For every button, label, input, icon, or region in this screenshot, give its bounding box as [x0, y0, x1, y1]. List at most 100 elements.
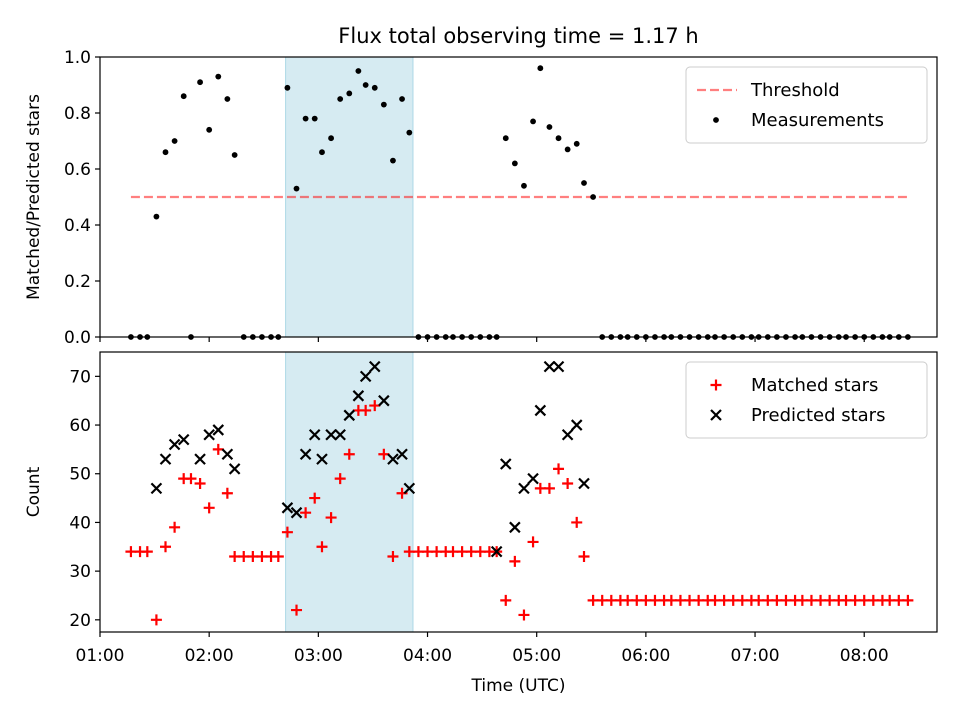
predicted-star-point — [378, 394, 390, 407]
matched-star-point — [212, 443, 224, 455]
series-predicted-stars — [150, 360, 590, 558]
measurement-point — [511, 160, 518, 167]
measurement-point — [406, 129, 413, 136]
x-tick-label: 07:00 — [731, 646, 780, 666]
legend-label: Threshold — [750, 80, 840, 101]
predicted-star-point — [490, 545, 503, 558]
x-tick-label: 04:00 — [403, 646, 452, 666]
series-matched-stars — [125, 400, 914, 626]
predicted-star-point — [534, 404, 547, 417]
matched-star-point — [160, 541, 172, 553]
matched-star-point — [509, 555, 521, 567]
x-tick-label: 05:00 — [512, 646, 561, 666]
predicted-star-point — [343, 409, 356, 422]
measurement-point — [530, 118, 536, 125]
y-tick-label: 0.6 — [64, 160, 91, 180]
legend: Threshold Measurements — [685, 66, 928, 144]
legend: Matched stars Predicted stars — [685, 361, 928, 439]
predicted-star-point — [368, 360, 381, 373]
matched-star-point — [300, 507, 312, 519]
predicted-star-point — [150, 482, 163, 495]
legend-box — [685, 66, 928, 144]
predicted-star-point — [221, 448, 234, 461]
measurement-point — [390, 157, 396, 164]
predicted-star-point — [228, 463, 241, 475]
legend-matched-swatch — [710, 379, 722, 391]
predicted-star-point — [334, 429, 346, 441]
measurement-point — [171, 138, 178, 144]
measurement-point — [355, 68, 362, 74]
predicted-star-point — [561, 429, 574, 441]
measurement-point — [231, 152, 238, 158]
predicted-star-point — [308, 429, 321, 441]
measurement-point — [555, 135, 562, 142]
y-tick-label: 50 — [69, 465, 91, 485]
y-tick-label: 30 — [69, 562, 91, 582]
matched-star-point — [378, 448, 390, 460]
matched-star-point — [316, 541, 328, 553]
x-tick-label: 01:00 — [76, 646, 125, 666]
measurement-point — [284, 84, 291, 91]
y-tick-label: 20 — [69, 611, 91, 631]
measurement-point — [197, 79, 203, 86]
matched-star-point — [150, 614, 162, 626]
matched-star-point — [562, 477, 574, 489]
measurement-point — [328, 135, 334, 142]
matched-star-point — [185, 473, 197, 485]
axes-frame — [99, 351, 938, 633]
matched-star-point — [203, 502, 215, 514]
y-tick-label: 0.4 — [64, 216, 91, 236]
measurement-point — [346, 90, 353, 97]
matched-star-point — [309, 492, 321, 504]
matched-star-point — [571, 516, 583, 528]
measurement-point — [180, 93, 187, 100]
predicted-star-point — [352, 390, 365, 402]
matched-star-point — [141, 546, 153, 558]
predicted-star-point — [387, 453, 399, 465]
predicted-star-point — [403, 482, 416, 495]
x-tick-label: 06:00 — [621, 646, 670, 666]
matched-star-point — [553, 463, 565, 475]
predicted-star-point — [552, 360, 565, 373]
measurement-point — [581, 180, 587, 186]
matched-star-point — [527, 536, 539, 548]
axes-frame — [99, 56, 938, 338]
x-tick-label: 03:00 — [294, 646, 343, 666]
matched-star-point — [500, 594, 512, 606]
y-tick-label: 1.0 — [64, 48, 91, 68]
y-tick-label: 0.0 — [64, 328, 91, 348]
panel-ratio: 0.0 0.2 0.4 0.6 0.8 1.0 Matched/Predicted star… — [24, 24, 938, 348]
measurement-point — [311, 115, 318, 122]
matched-star-point — [360, 404, 372, 416]
legend-predicted-swatch — [710, 409, 722, 421]
matched-star-point — [272, 551, 284, 563]
measurement-point — [546, 124, 553, 130]
predicted-star-point — [543, 360, 556, 373]
measurement-point — [302, 115, 309, 122]
predicted-star-point — [177, 433, 190, 446]
y-tick-label: 70 — [69, 367, 91, 387]
x-axis-label: Time (UTC) — [471, 676, 566, 696]
matched-star-point — [194, 477, 206, 489]
matched-star-point — [902, 594, 914, 606]
measurement-point — [153, 213, 160, 220]
predicted-star-point — [578, 477, 590, 490]
y-tick-label: 40 — [69, 513, 91, 533]
predicted-star-point — [212, 424, 225, 436]
y-tick-label: 60 — [69, 416, 91, 436]
measurement-point — [371, 84, 378, 91]
measurement-point — [564, 146, 571, 153]
predicted-star-point — [359, 370, 372, 383]
matched-star-point — [343, 448, 355, 460]
predicted-star-point — [316, 453, 328, 465]
panel-count: 20 30 40 50 60 70 01:00 02:00 03:00 04:00 05:00 06:… — [24, 351, 938, 696]
x-tick-label: 08:00 — [840, 646, 889, 666]
predicted-star-point — [499, 458, 512, 470]
observing-time-shaded-region — [285, 351, 414, 633]
predicted-star-point — [290, 506, 303, 519]
matched-star-point — [169, 521, 181, 533]
matched-star-point — [578, 551, 590, 563]
y-axis-label: Count — [24, 466, 44, 517]
legend-label: Measurements — [751, 110, 884, 131]
